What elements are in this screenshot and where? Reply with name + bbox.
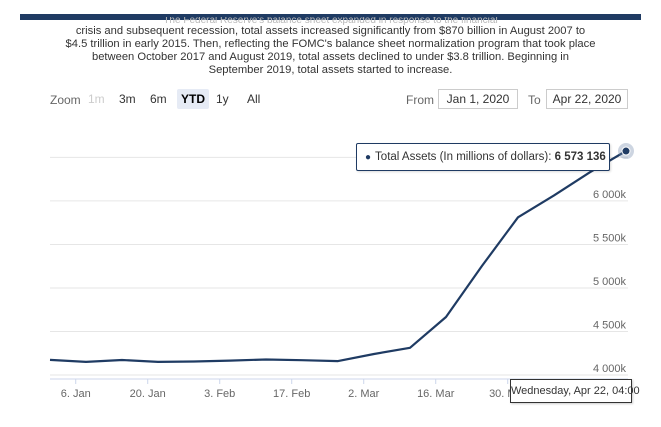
data-point-marker [621,146,631,156]
range-to-input[interactable]: Apr 22, 2020 [546,89,628,109]
intro-line: crisis and subsequent recession, total a… [75,25,586,37]
tooltip-series-label: Total Assets (In millions of dollars): [375,151,552,163]
series-marker-icon: ● [365,152,372,163]
x-tick-label: 17. Feb [273,388,310,400]
zoom-6m-button[interactable]: 6m [150,92,167,106]
range-from-label: From [406,93,434,107]
zoom-1m-button[interactable]: 1m [88,92,105,106]
tooltip-value: 6 573 136 [554,151,606,163]
intro-cut-line: The Federal Reserve's balance sheet expa… [163,17,498,25]
header-bar [20,14,641,20]
intro-line: $4.5 trillion in early 2015. Then, refle… [65,38,596,50]
range-to-label: To [528,93,541,107]
total-assets-line [49,150,627,363]
range-from-input[interactable]: Jan 1, 2020 [438,89,518,109]
y-tick-label: 4 500k [593,319,627,331]
x-tick-label: 3. Feb [204,388,235,400]
zoom-1y-button[interactable]: 1y [216,92,229,106]
intro-text: The Federal Reserve's balance sheet expa… [20,17,641,77]
zoom-ytd-button[interactable]: YTD [177,89,209,109]
y-tick-label: 6 000k [593,189,627,201]
zoom-all-button[interactable]: All [247,92,261,106]
y-tick-label: 5 500k [593,232,627,244]
intro-line: between October 2017 and August 2019, to… [91,51,570,63]
series-tooltip: ● Total Assets (In millions of dollars): … [356,143,610,171]
y-tick-label: 4 000k [593,363,627,375]
intro-line: September 2019, total assets started to … [208,64,453,76]
x-tick-label: 6. Jan [61,388,91,400]
zoom-label: Zoom [50,93,81,107]
y-tick-label: 5 000k [593,276,627,288]
zoom-3m-button[interactable]: 3m [119,92,136,106]
x-tick-label: 16. Mar [417,388,455,400]
x-tick-label: 2. Mar [348,388,380,400]
x-axis-tooltip: Wednesday, Apr 22, 04:00 [510,379,640,403]
x-tick-label: 20. Jan [130,388,166,400]
